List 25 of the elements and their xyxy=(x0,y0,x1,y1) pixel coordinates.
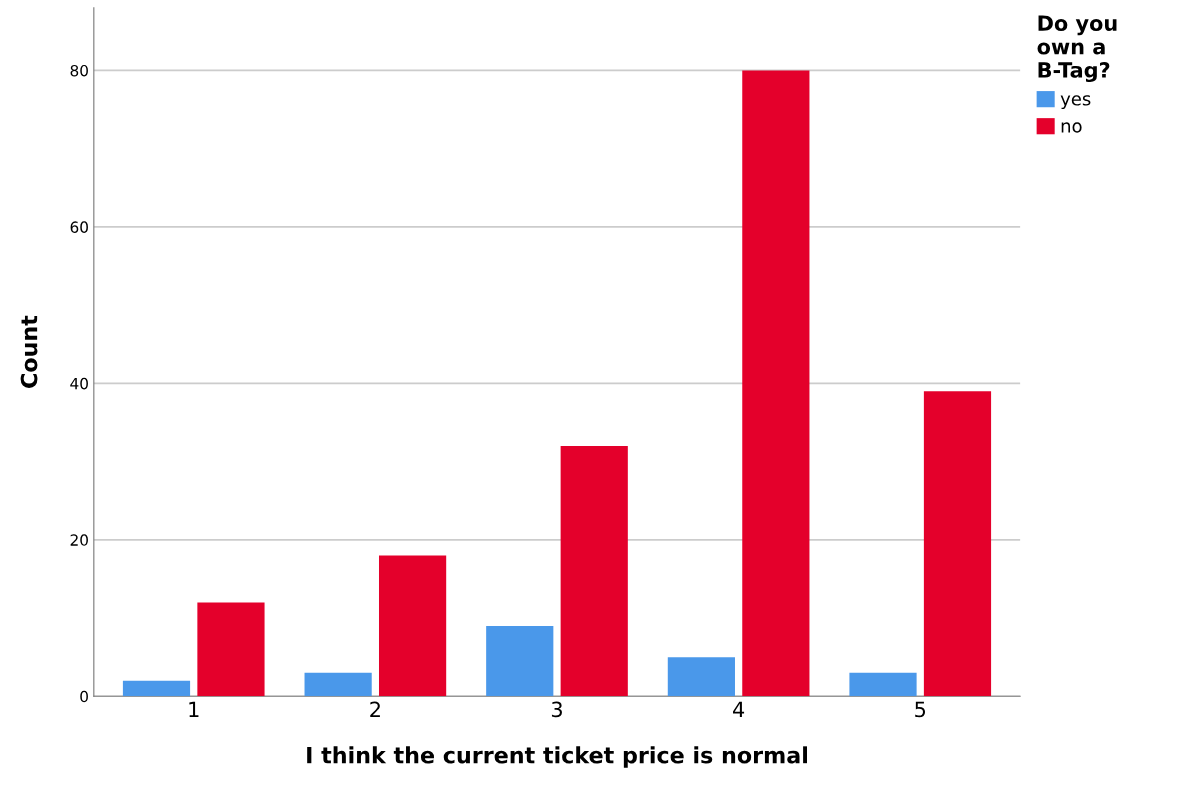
bar xyxy=(486,625,554,697)
x-axis-title: I think the current ticket price is normal xyxy=(307,746,807,768)
legend-label: no xyxy=(1061,122,1082,133)
x-tick-label: 5 xyxy=(915,701,926,718)
y-tick-label: 60 xyxy=(70,221,88,233)
bar xyxy=(923,391,992,697)
bar xyxy=(122,680,191,697)
y-tick-label: 20 xyxy=(70,534,88,546)
bar xyxy=(849,672,917,697)
bar xyxy=(304,672,372,697)
bar xyxy=(197,602,265,697)
x-tick-label: 3 xyxy=(551,701,562,718)
x-tick-label: 4 xyxy=(733,701,745,717)
bar xyxy=(667,657,735,697)
bar xyxy=(378,555,447,697)
y-axis-title: Count xyxy=(20,315,38,388)
bar xyxy=(560,445,628,697)
bar xyxy=(742,70,810,697)
y-tick-label: 40 xyxy=(70,377,88,390)
legend-label: yes xyxy=(1060,95,1091,110)
y-tick-label: 80 xyxy=(70,64,88,77)
x-tick-label: 2 xyxy=(370,701,380,717)
y-tick-label: 0 xyxy=(80,690,88,703)
x-tick-label: 1 xyxy=(189,701,199,717)
legend-title: Do you own a B-Tag? xyxy=(1037,15,1117,83)
